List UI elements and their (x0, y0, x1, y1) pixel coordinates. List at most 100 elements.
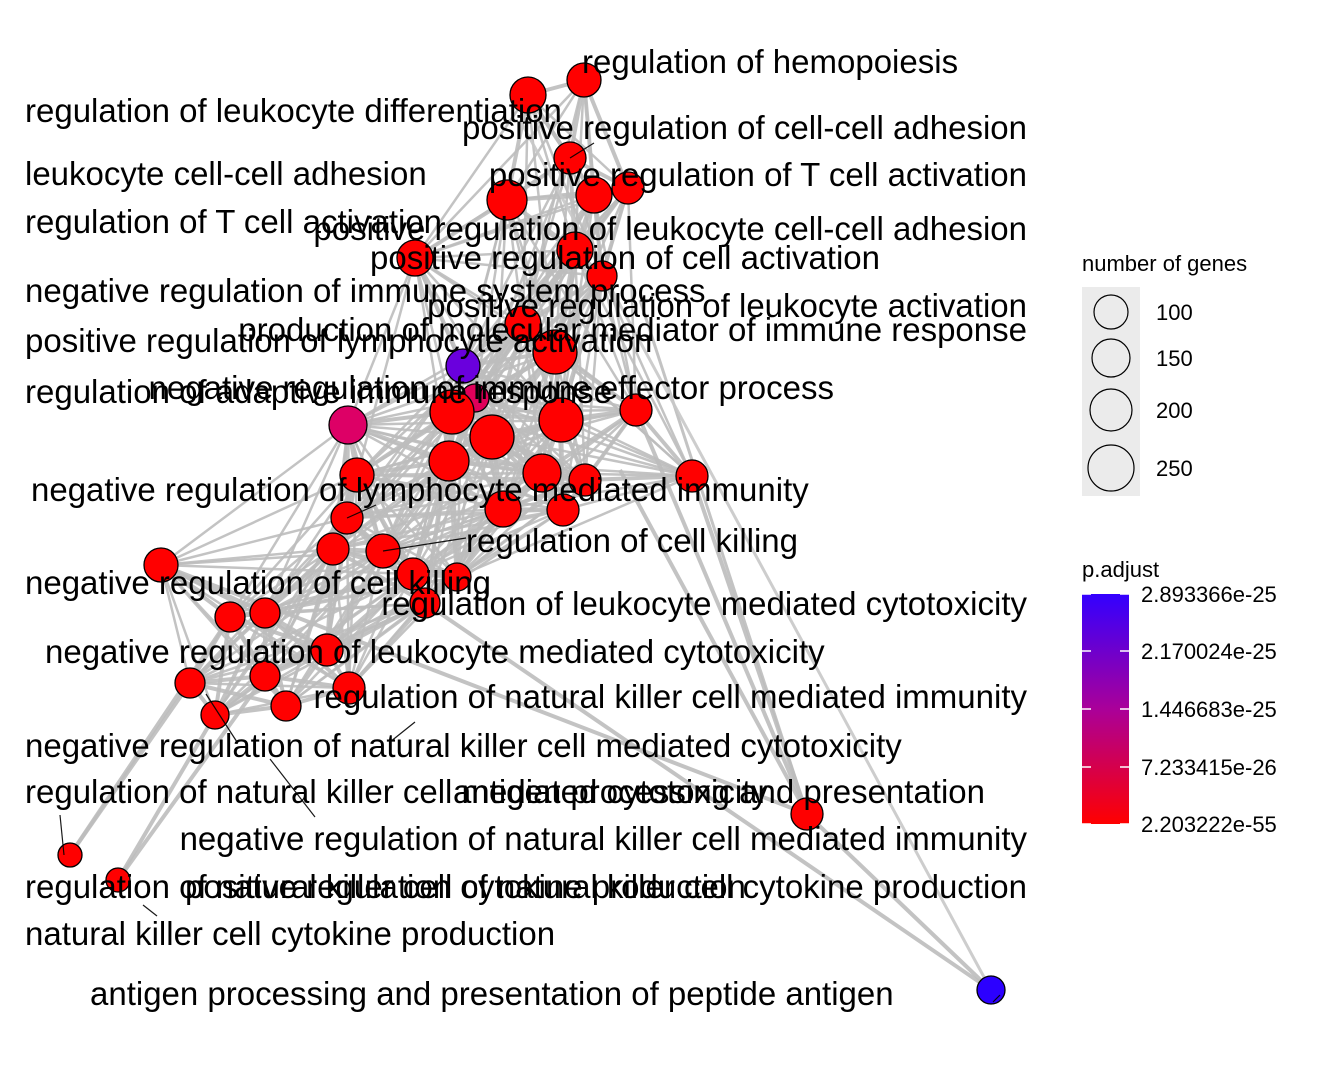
label-leader-lines (59, 142, 1001, 1003)
size-legend-title: number of genes (1082, 251, 1247, 276)
network-edge (347, 601, 427, 690)
network-edge (502, 474, 693, 511)
network-node (409, 587, 441, 619)
network-node (270, 690, 302, 722)
node-label: production of molecular mediator of immu… (238, 311, 1027, 348)
node-label: positive regulation of lymphocyte activa… (25, 322, 652, 359)
network-edge (805, 812, 993, 992)
network-node (976, 975, 1006, 1005)
network-edge (573, 249, 638, 411)
label-leader-line (269, 758, 316, 818)
network-edge (188, 611, 267, 685)
network-edge (346, 257, 417, 426)
network-edge (356, 365, 464, 476)
network-edge (600, 275, 638, 411)
network-edge (618, 469, 809, 815)
node-label: antigen processing and presentation of p… (90, 975, 894, 1012)
size-legend-label: 100 (1156, 300, 1193, 325)
color-legend-tick: 2.893366e-25 (1141, 582, 1277, 607)
network-edge (159, 564, 192, 684)
network-edge (263, 474, 359, 614)
network-edge (347, 573, 415, 689)
network-node (249, 597, 281, 629)
network-node (429, 389, 475, 435)
network-edge (560, 418, 693, 478)
node-label: positive regulation of leukocyte cell-ce… (313, 210, 1027, 247)
network-edge (228, 424, 350, 618)
node-label: natural killer cell cytokine production (25, 915, 555, 952)
network-edge (347, 322, 524, 427)
network-node (575, 176, 613, 214)
network-edge (462, 364, 637, 412)
network-nodes (57, 62, 1006, 1005)
size-legend-label: 250 (1156, 456, 1193, 481)
network-edge (160, 473, 358, 567)
network-edge (263, 424, 350, 614)
network-node (396, 239, 434, 277)
network-edge (331, 547, 427, 605)
network-edge (347, 364, 464, 427)
network-edge (582, 79, 630, 189)
network-edge (264, 549, 384, 615)
network-node (675, 459, 709, 493)
network-node (143, 547, 179, 583)
node-label: negative regulation of immune system pro… (25, 272, 706, 309)
network-edge (189, 601, 426, 685)
label-leader-line (346, 504, 377, 519)
network-edge (600, 275, 694, 477)
network-edge (412, 508, 564, 576)
network-node (486, 179, 528, 221)
network-node (174, 667, 206, 699)
node-label: negative regulation of leukocyte mediate… (45, 633, 825, 670)
label-leader-line (389, 721, 416, 743)
network-edge (413, 94, 530, 259)
size-legend: number of genes 100 150 200 250 (1082, 251, 1247, 496)
network-edge (491, 435, 693, 478)
network-edge (527, 94, 629, 189)
node-label: regulation of natural killer cell mediat… (314, 678, 1028, 715)
network-edge (448, 459, 693, 478)
network-node (546, 493, 580, 527)
network-edge (355, 257, 417, 476)
network-node (249, 660, 281, 692)
size-legend-label: 200 (1156, 398, 1193, 423)
network-edge (634, 409, 809, 815)
label-leader-line (205, 693, 238, 743)
network-node (214, 601, 246, 633)
node-label: regulation of natural killer cell mediat… (25, 773, 768, 810)
network-edge (456, 474, 693, 579)
network-node (522, 453, 562, 493)
network-node (538, 397, 584, 443)
color-legend-tick: 2.170024e-25 (1141, 639, 1277, 664)
network-node (469, 414, 515, 460)
network-edge (160, 563, 414, 576)
network-edge (189, 681, 287, 708)
network-edge (229, 474, 358, 618)
network-edge (413, 257, 454, 413)
network-node (445, 348, 481, 384)
node-label: positive regulation of cell-cell adhesio… (462, 109, 1027, 146)
size-legend-key-200 (1089, 388, 1133, 432)
label-leader-line (142, 904, 158, 917)
node-label: leukocyte cell-cell adhesion (25, 155, 427, 192)
network-node (442, 562, 472, 592)
network-edge (423, 601, 993, 992)
network-node (532, 329, 578, 375)
network-edge (462, 365, 586, 481)
network-edge (562, 474, 693, 512)
node-label: positive regulation of cell activation (370, 239, 880, 276)
node-label: negative regulation of natural killer ce… (25, 727, 902, 764)
node-labels: regulation of hemopoiesis regulation of … (25, 43, 1027, 1012)
network-node (790, 797, 824, 831)
network-edge (638, 299, 809, 815)
network-node (396, 557, 430, 591)
color-legend: p.adjust 2.893366e-25 2.170024e-25 1.446… (1082, 557, 1277, 837)
network-node (57, 842, 83, 868)
network-edge (229, 615, 328, 652)
node-label: antigen processing and presentation (453, 773, 985, 810)
node-label: positive regulation of leukocyte activat… (427, 287, 1027, 324)
network-edge (414, 248, 576, 260)
size-legend-key-100 (1093, 294, 1129, 330)
network-edge (356, 473, 564, 512)
